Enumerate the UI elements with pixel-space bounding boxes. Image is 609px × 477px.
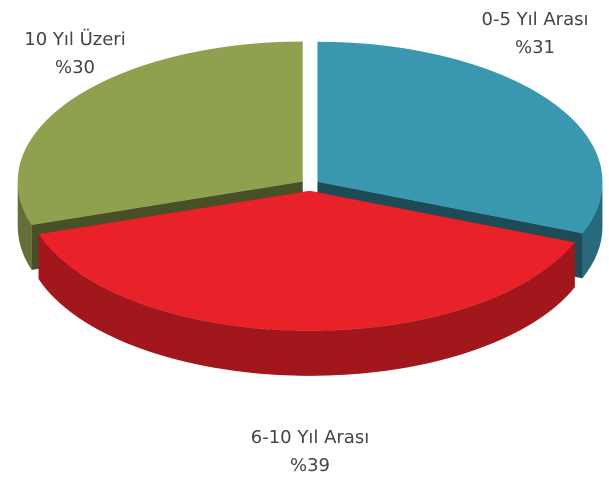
slice-label: 0-5 Yıl Arası (482, 9, 589, 30)
slice-top (317, 41, 603, 234)
slice-value-label: %30 (55, 57, 95, 78)
slice-side (17, 181, 32, 270)
slice-side (582, 181, 603, 279)
slice-side-shade (17, 181, 32, 270)
slice-label: 10 Yıl Üzeri (24, 28, 125, 50)
slice-side-shade (582, 181, 603, 279)
pie-slice (38, 190, 575, 376)
slice-side (38, 234, 575, 376)
slice-top (38, 190, 575, 331)
slice-side-shade (38, 234, 575, 376)
slice-value-label: %31 (515, 37, 555, 58)
slice-value-label: %39 (290, 455, 330, 476)
slice-top (17, 41, 303, 225)
slice-label: 6-10 Yıl Arası (251, 427, 369, 448)
